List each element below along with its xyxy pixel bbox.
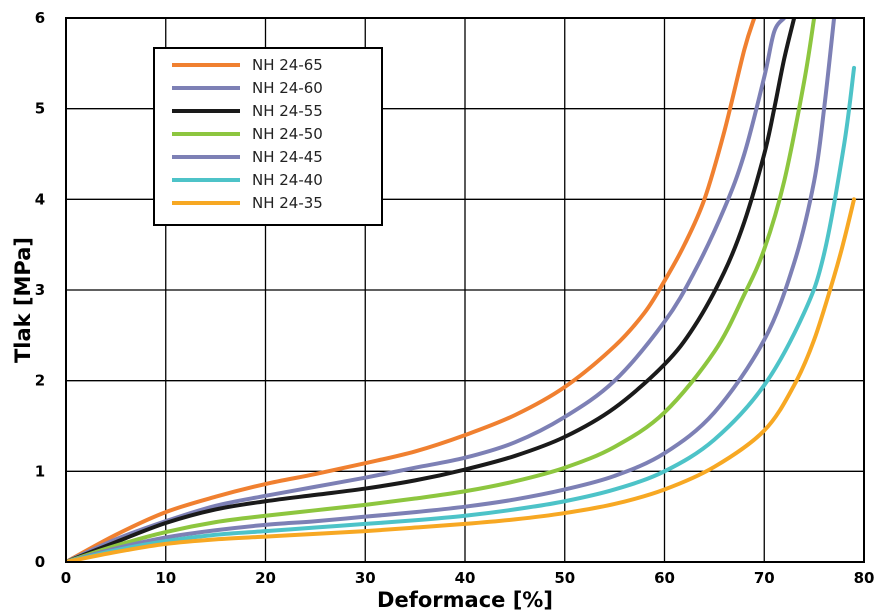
legend: NH 24-65 NH 24-60 NH 24-55 NH 24-50 NH 24-45…	[153, 47, 383, 226]
y-tick-label: 6	[35, 9, 45, 27]
x-tick-label: 20	[255, 569, 276, 587]
series-line-nh-24-50	[66, 17, 817, 562]
y-tick-label: 1	[35, 462, 45, 480]
y-tick-label: 2	[35, 372, 45, 390]
x-tick-label: 40	[455, 569, 476, 587]
y-tick-label: 5	[35, 100, 45, 118]
series-line-nh-24-35	[66, 197, 857, 562]
legend-box	[153, 47, 383, 226]
legend-label: NH 24-35	[252, 194, 323, 212]
series-line-nh-24-45	[66, 17, 837, 562]
x-tick-label: 50	[554, 569, 575, 587]
series-line-nh-24-40	[66, 65, 857, 562]
y-axis-title: Tlak [MPa]	[11, 237, 35, 363]
x-tick-label: 0	[61, 569, 71, 587]
series-lines	[66, 17, 857, 562]
y-tick-label: 0	[35, 553, 45, 571]
x-tick-label: 70	[754, 569, 775, 587]
legend-label: NH 24-45	[252, 148, 323, 166]
tick-labels: 0 10 20 30 40 50 60 70 80 0 1 2 3 4 5 6	[35, 9, 875, 587]
series-line-nh-24-65	[66, 17, 757, 562]
plot-frame	[65, 17, 865, 563]
x-tick-label: 60	[654, 569, 675, 587]
x-tick-label: 80	[854, 569, 875, 587]
legend-label: NH 24-60	[252, 79, 323, 97]
legend-label: NH 24-65	[252, 56, 323, 74]
legend-label: NH 24-55	[252, 102, 323, 120]
series-line-nh-24-60	[66, 17, 787, 562]
series-line-nh-24-55	[66, 17, 797, 562]
x-tick-label: 10	[155, 569, 176, 587]
legend-label: NH 24-50	[252, 125, 323, 143]
legend-label: NH 24-40	[252, 171, 323, 189]
x-tick-label: 30	[355, 569, 376, 587]
y-tick-label: 3	[35, 281, 45, 299]
y-tick-label: 4	[35, 190, 45, 208]
x-axis-title: Deformace [%]	[377, 588, 553, 611]
